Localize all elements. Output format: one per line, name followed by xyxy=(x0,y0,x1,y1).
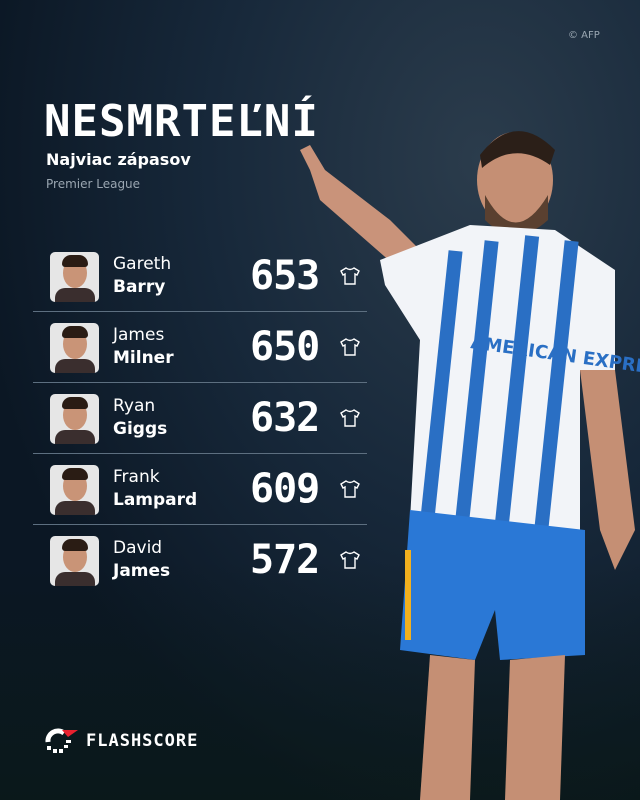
player-avatar xyxy=(50,252,99,302)
shirt-icon xyxy=(340,338,360,356)
player-avatar xyxy=(50,465,99,515)
shirt-icon xyxy=(340,480,360,498)
player-first-name: Frank xyxy=(113,467,160,487)
player-last-name: Milner xyxy=(113,348,174,368)
player-row: James Milner 650 xyxy=(33,312,367,383)
page-title: NESMRTEĽNÍ xyxy=(44,96,319,147)
player-first-name: Gareth xyxy=(113,254,172,274)
brand-name: FLASHSCORE xyxy=(86,731,199,751)
player-row: David James 572 xyxy=(33,525,367,596)
match-count: 632 xyxy=(250,395,320,441)
player-last-name: Barry xyxy=(113,277,166,297)
player-row: Frank Lampard 609 xyxy=(33,454,367,525)
shirt-icon xyxy=(340,267,360,285)
photo-credit: © AFP xyxy=(568,30,600,41)
player-first-name: David xyxy=(113,538,163,558)
match-count: 609 xyxy=(250,466,320,512)
flashscore-logo-icon xyxy=(45,728,78,753)
shirt-icon xyxy=(340,409,360,427)
competition-label: Premier League xyxy=(46,177,141,191)
player-last-name: James xyxy=(113,561,171,581)
player-avatar xyxy=(50,536,99,586)
player-avatar xyxy=(50,323,99,373)
match-count: 572 xyxy=(250,537,320,583)
player-photo: AMERICAN EXPRESS xyxy=(300,131,640,800)
flashscore-logo: FLASHSCORE xyxy=(44,728,198,754)
player-first-name: James xyxy=(113,325,165,345)
player-row: Ryan Giggs 632 xyxy=(33,383,367,454)
player-row: Gareth Barry 653 xyxy=(33,241,367,312)
match-count: 650 xyxy=(250,324,320,370)
subtitle: Najviac zápasov xyxy=(46,150,191,169)
player-first-name: Ryan xyxy=(113,396,156,416)
player-avatar xyxy=(50,394,99,444)
match-count: 653 xyxy=(250,253,320,299)
shirt-icon xyxy=(340,551,360,569)
player-last-name: Giggs xyxy=(113,419,168,439)
player-last-name: Lampard xyxy=(113,490,198,510)
